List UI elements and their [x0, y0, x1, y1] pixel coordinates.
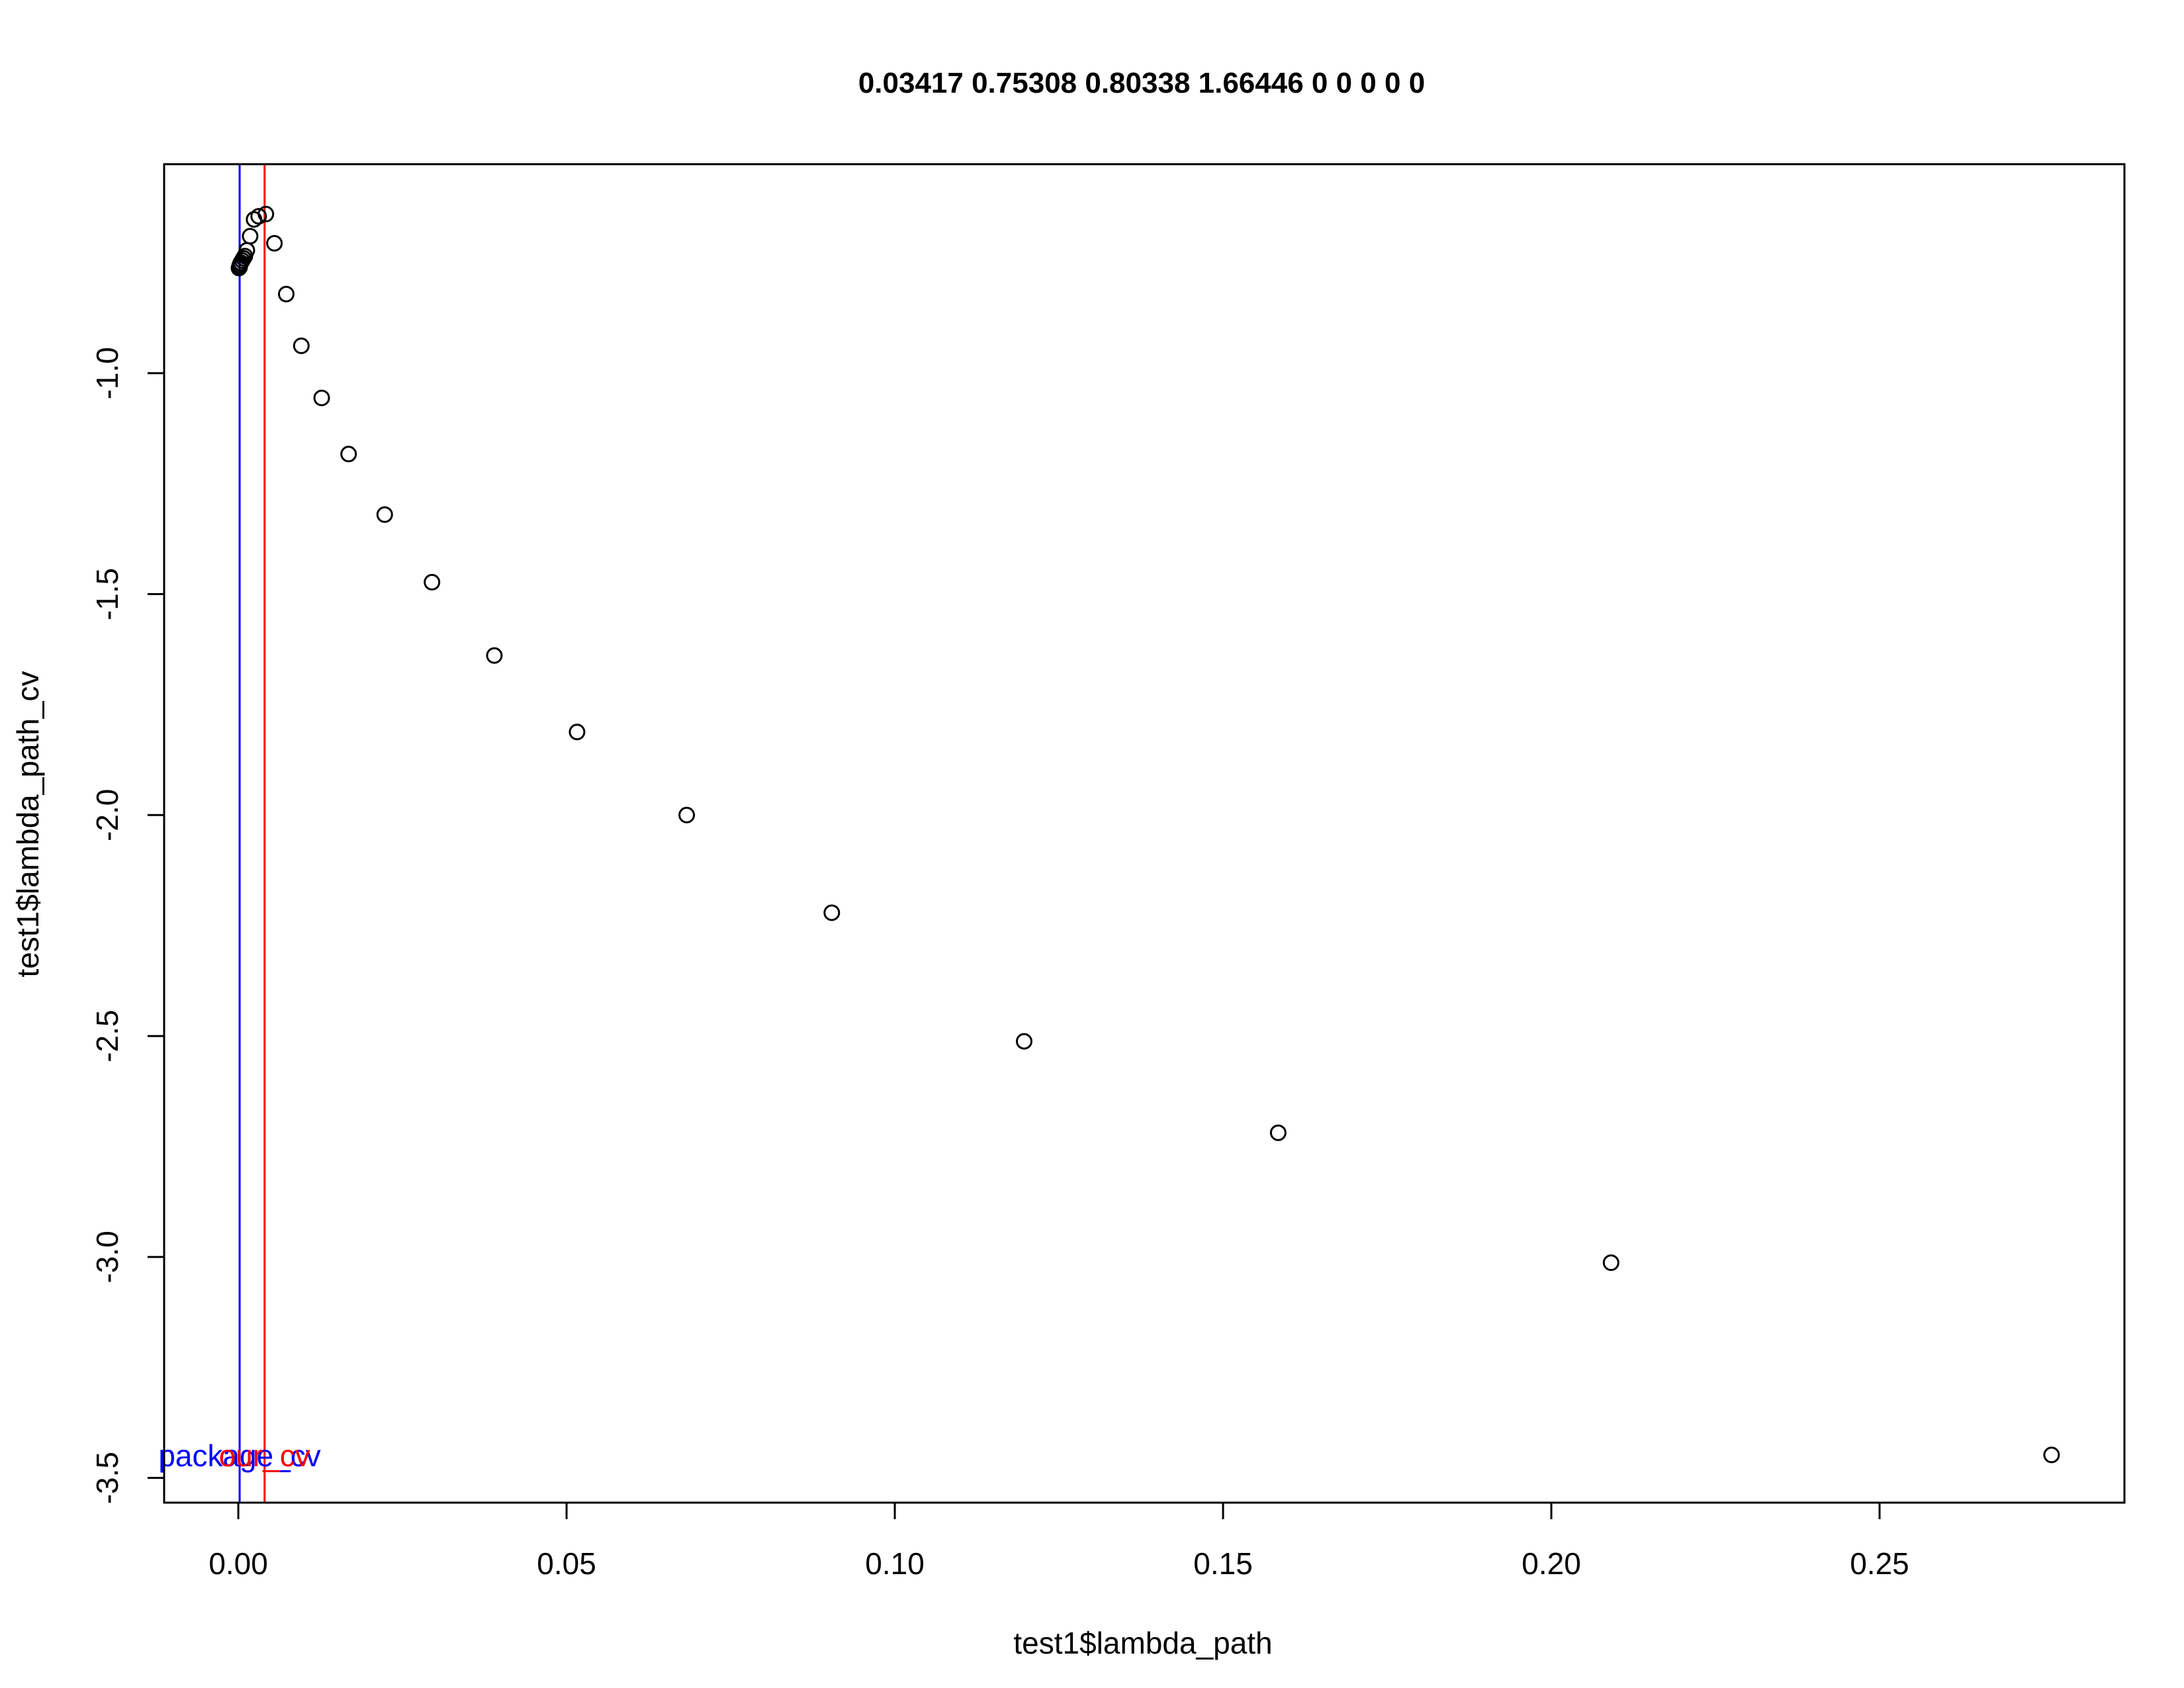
data-point	[569, 724, 586, 741]
x-tick-label: 0.05	[537, 1546, 596, 1581]
y-tick-label: -2.5	[90, 1009, 124, 1062]
data-point	[424, 573, 441, 590]
data-point	[313, 389, 330, 406]
chart-title: 0.03417 0.75308 0.80338 1.66446 0 0 0 0 …	[858, 67, 1425, 99]
data-point	[486, 647, 503, 664]
y-tick-label: -2.0	[90, 789, 124, 841]
data-point	[246, 211, 263, 228]
y-tick-label: -3.0	[90, 1231, 124, 1283]
x-tick-label: 0.20	[1522, 1546, 1581, 1581]
data-point	[1602, 1254, 1619, 1272]
data-point	[823, 904, 841, 921]
data-point	[278, 285, 295, 303]
y-tick-label: -1.5	[90, 568, 124, 620]
x-tick-label: 0.10	[865, 1546, 925, 1581]
plot-frame	[163, 163, 2126, 1504]
data-point	[1269, 1124, 1287, 1141]
y-axis: -1.0 -1.5 -2.0 -2.5 -3.0 -3.5	[90, 347, 165, 1504]
x-tick-label: 0.15	[1193, 1546, 1253, 1581]
x-tick-label: 0.25	[1850, 1546, 1909, 1581]
data-point	[376, 506, 393, 523]
data-point	[2043, 1446, 2060, 1464]
data-point	[266, 234, 283, 252]
data-point	[230, 259, 248, 277]
data-point	[340, 445, 357, 463]
vline-label-our-cv: our_cv	[219, 1438, 310, 1473]
data-point	[678, 806, 696, 823]
y-tick-label: -1.0	[90, 347, 124, 399]
data-point	[250, 208, 267, 225]
data-point	[293, 337, 310, 354]
y-axis-label: test1$lambda_path_cv	[11, 671, 45, 978]
data-point	[242, 228, 259, 245]
data-point	[1015, 1033, 1032, 1050]
vline-label-package-cv: package_cv	[158, 1438, 321, 1473]
x-tick-label: 0.00	[208, 1546, 268, 1581]
x-axis: 0.00 0.05 0.10 0.15 0.20 0.25	[208, 1501, 1909, 1581]
x-axis-label: test1$lambda_path	[1013, 1626, 1272, 1660]
y-tick-label: -3.5	[90, 1452, 124, 1504]
